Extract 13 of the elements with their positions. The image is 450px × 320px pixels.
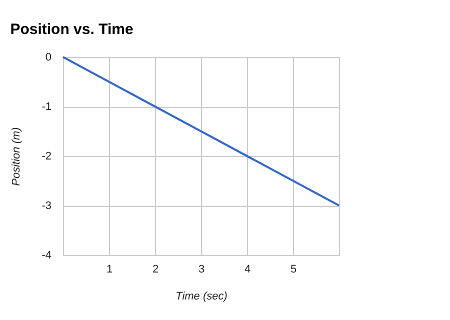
y-tick-label: -3 xyxy=(42,200,52,212)
x-tick-label: 4 xyxy=(244,264,251,276)
chart-title: Position vs. Time xyxy=(10,21,134,38)
x-tick-label: 2 xyxy=(152,264,159,276)
y-tick-label: -4 xyxy=(42,250,52,262)
y-tick-label: -1 xyxy=(42,101,52,113)
x-tick-label: 5 xyxy=(290,264,297,276)
y-axis-title: Position (m) xyxy=(10,126,23,186)
x-tick-label: 1 xyxy=(106,264,113,276)
x-tick-label: 3 xyxy=(198,264,205,276)
y-tick-label: 0 xyxy=(45,52,52,64)
x-axis-title: Time (sec) xyxy=(176,290,228,302)
y-tick-label: -2 xyxy=(42,150,52,162)
